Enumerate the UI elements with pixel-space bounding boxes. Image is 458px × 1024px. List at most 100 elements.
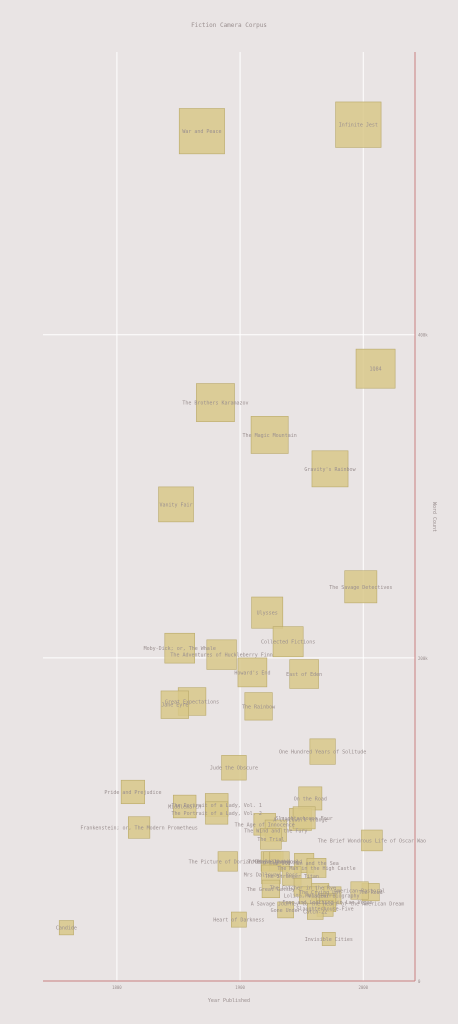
- data-point: [350, 881, 369, 900]
- data-label: Jude the Obscure: [210, 766, 258, 772]
- data-label: Slaughterhouse-Five: [296, 906, 353, 912]
- data-label: Heart of Darkness: [213, 918, 264, 924]
- data-label: Slaughterhouse Four: [276, 816, 333, 822]
- data-point: [221, 755, 247, 781]
- data-point: [321, 932, 336, 946]
- data-label: The Stranger Titan: [265, 874, 319, 880]
- data-label: Monsieur Biography: [305, 893, 359, 899]
- data-label: The Brothers Karamazov: [182, 401, 248, 407]
- data-label: The Wind and the Fury: [244, 829, 307, 835]
- data-label: Mrs Dalloway, Ross: [244, 872, 298, 878]
- data-point: [237, 657, 268, 688]
- data-label: One Hundred Years of Solitude: [279, 750, 366, 756]
- x-tick-label: 1900: [235, 985, 245, 990]
- data-point: [292, 806, 316, 830]
- data-point: [164, 632, 195, 664]
- data-label: Frankenstein; or, The Modern Prometheus: [80, 826, 197, 832]
- data-label: A Clockwork Orange: [273, 817, 327, 823]
- data-point: [272, 626, 304, 658]
- data-point: [172, 794, 197, 819]
- data-point: [335, 101, 382, 148]
- data-point: [344, 570, 378, 604]
- data-point: [158, 486, 194, 523]
- data-label: Brave New World: [257, 859, 302, 865]
- data-label: The Portrait of a Lady, Vol. 2: [172, 811, 262, 817]
- axes: [43, 52, 416, 982]
- data-label: Jane Eyre: [161, 703, 188, 709]
- data-label: The Rainbow: [242, 704, 276, 710]
- data-point: [58, 920, 74, 936]
- data-point: [206, 639, 237, 670]
- data-point: [355, 348, 396, 389]
- chart-title: Fiction Camera Corpus: [191, 22, 267, 29]
- data-label: On the Road: [294, 796, 327, 802]
- data-label: The Age of Innocence: [235, 822, 295, 828]
- data-label: Fear and Loathing in Las Vegas: [282, 900, 372, 906]
- data-point: [311, 450, 349, 488]
- data-label: To the Lighthouse: [248, 859, 299, 865]
- data-point: [251, 596, 284, 629]
- data-point: [196, 383, 235, 422]
- tick-labels: 1800 1900 2000 0 200k 400k: [112, 333, 428, 990]
- data-point: [178, 108, 225, 155]
- data-label: Great Expectations: [165, 699, 219, 705]
- data-label: Collected Fictions: [261, 640, 315, 646]
- data-label: The Old Man and the Sea: [270, 861, 339, 867]
- data-point: [361, 829, 383, 852]
- data-label: The Trial: [257, 837, 284, 843]
- data-label: The Road: [359, 890, 383, 896]
- x-axis-label: Year Published: [208, 998, 250, 1004]
- data-label: Vanity Fair: [159, 502, 192, 508]
- data-label: Middlemarch: [168, 805, 201, 811]
- data-label: Infinite Jest: [339, 123, 378, 129]
- y-tick-label: 400k: [418, 333, 428, 338]
- y-axis-label: Word Count: [431, 502, 437, 532]
- data-label: 1Q84: [370, 367, 382, 373]
- data-label: The Magic Mountain: [243, 433, 297, 439]
- data-point: [306, 858, 327, 878]
- data-label: Catch-22: [303, 910, 327, 916]
- data-point: [205, 801, 229, 825]
- data-label: The Man in the High Castle: [277, 866, 355, 872]
- data-label: Mrs Dalloway: [253, 859, 289, 865]
- data-labels: War and Peace Infinite Jest 1Q84 The Brothe…: [56, 123, 426, 943]
- data-label: Gone Under: [271, 908, 301, 914]
- data-point: [217, 851, 238, 872]
- data-label: Moby-Dick; or, The Whale: [144, 646, 216, 652]
- y-tick-label: 200k: [418, 656, 428, 661]
- data-points: [58, 101, 396, 946]
- data-label: A Savage Journey to the Heart of the Ame…: [251, 901, 405, 907]
- data-label: Lolita, Vladimir: [284, 893, 332, 899]
- data-label: Pride and Prejudice: [104, 790, 161, 796]
- data-label: The Savage Detectives: [329, 585, 392, 591]
- data-label: The Picture of Dorian Gray: [189, 859, 267, 865]
- data-point: [289, 659, 319, 689]
- data-point: [127, 816, 151, 839]
- data-point: [230, 911, 247, 928]
- data-point: [260, 828, 282, 850]
- data-point: [309, 738, 336, 765]
- data-label: East of Eden: [286, 672, 322, 678]
- data-label: Gravity's Rainbow: [304, 467, 356, 473]
- data-label: Candide: [56, 926, 77, 932]
- data-point: [120, 779, 145, 805]
- data-point: [244, 692, 273, 721]
- data-label: The Crying Lot: [299, 890, 341, 896]
- data-label: The Great Gatsby: [247, 887, 295, 893]
- data-point: [261, 879, 280, 899]
- data-label: The Adventures of Huckleberry Finn: [170, 653, 272, 659]
- data-point: [307, 903, 324, 920]
- x-tick-label: 2000: [358, 985, 368, 990]
- data-label: Ulysses: [257, 611, 278, 617]
- data-label: The Brief Wondrous Life of Oscar Wao: [318, 838, 426, 844]
- data-point: [160, 690, 189, 719]
- data-label: Invisible Cities: [305, 937, 353, 943]
- data-point: [250, 416, 289, 454]
- y-tick-label: 0: [418, 979, 421, 984]
- data-label: Howard's End: [234, 670, 270, 676]
- x-tick-label: 1800: [112, 985, 122, 990]
- data-label: War and Peace: [182, 129, 221, 135]
- data-label: The Catcher in the Rye: [270, 885, 336, 891]
- data-point: [277, 901, 294, 919]
